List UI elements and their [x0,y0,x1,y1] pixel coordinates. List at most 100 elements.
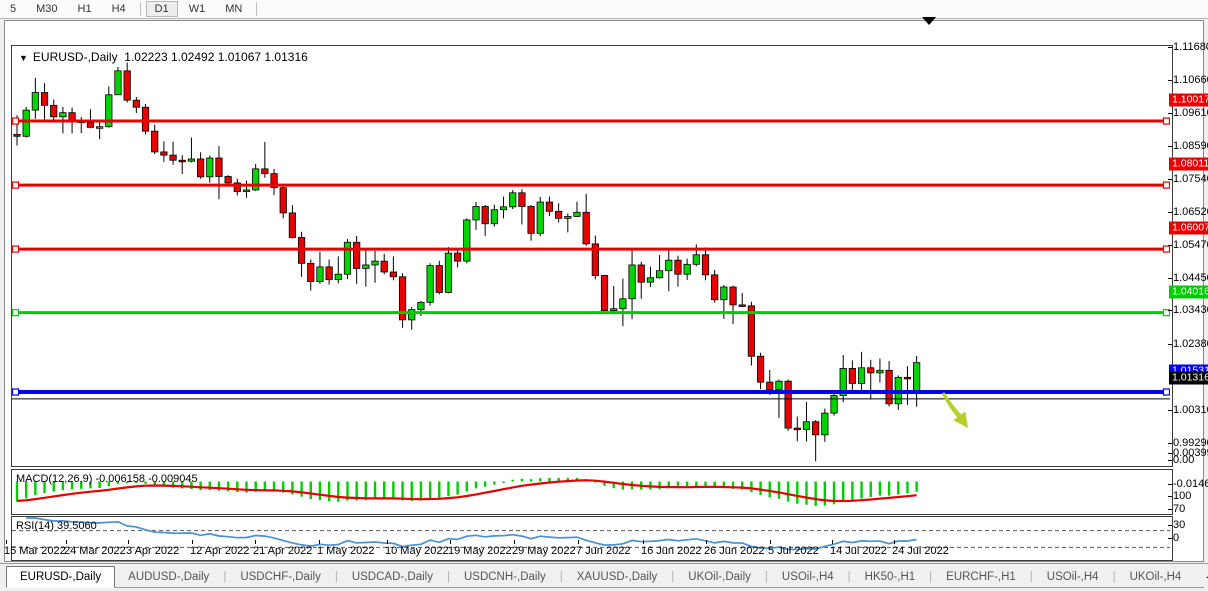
candle [720,286,728,301]
candle [160,151,168,156]
candle [96,126,104,129]
tab-divider: | [1029,570,1033,583]
symbol-tab-ukoilh4[interactable]: UKOil-,H4 [1129,570,1182,583]
candle [86,122,95,128]
candle [867,367,875,374]
candle [564,216,572,219]
arrow-down-annotation[interactable] [941,392,968,428]
candle [362,264,370,269]
symbol-tab-usdchfdaily[interactable]: USDCHF-,Daily [240,570,321,583]
candle [766,381,774,391]
candle [509,192,517,208]
candle [812,421,820,436]
candle [536,201,544,234]
symbol-tabs: EURUSD-,Daily AUDUSD-,Daily | USDCHF-,Daily… [6,566,1208,588]
candle [839,368,847,396]
candle [13,133,21,137]
rsi-pane[interactable]: RSI(14) 39.5060 [11,516,1173,561]
candle [325,266,333,281]
candle [123,70,131,101]
candle [206,157,214,178]
timeframe-button-mn[interactable]: MN [225,3,243,15]
timeframe-button-h1[interactable]: H1 [77,3,92,15]
candle [499,206,508,211]
timeframe-button-h4[interactable]: H4 [111,3,126,15]
price-chart-pane[interactable]: ▼ EURUSD-,Daily 1.02223 1.02492 1.01067 1… [11,45,1173,467]
symbol-tab-ukoildaily[interactable]: UKOil-,Daily [688,570,751,583]
candle [252,168,260,191]
candle [316,266,324,282]
candle [31,92,39,111]
candle [334,273,342,281]
macd-pane[interactable]: MACD(12,26,9) -0.006158 -0.009045 [11,469,1173,515]
timeframe-button-w1[interactable]: W1 [188,3,206,15]
candle [701,254,710,276]
toolbar-separator [256,2,258,16]
symbol-tab-eurchfh1[interactable]: EURCHF-,H1 [946,570,1016,583]
chart-title: ▼ EURUSD-,Daily 1.02223 1.02492 1.01067 1… [19,50,308,64]
candle [591,243,599,276]
candlestick-canvas[interactable] [12,46,1170,465]
candle [187,158,196,162]
candle [683,263,691,275]
rsi-canvas [12,517,1170,551]
candle [261,168,269,175]
candle [380,260,388,273]
candle [830,395,838,414]
candle [821,412,829,436]
symbol-tab-hk50h1[interactable]: HK50-,H1 [864,570,916,583]
symbol-tab-eurusddaily[interactable]: EURUSD-,Daily [6,566,116,588]
candle [270,173,278,189]
candle [22,109,30,137]
timeframe-button-d1[interactable]: D1 [145,1,178,17]
candle [389,271,397,278]
tab-divider: | [446,570,450,583]
candle [426,265,434,303]
candle [857,367,866,384]
tab-scroll-left-icon[interactable]: ◄ [1204,572,1208,582]
candle [637,264,645,283]
candle [196,158,205,178]
symbol-tab-xauusddaily[interactable]: XAUUSD-,Daily [576,570,658,583]
candle [398,276,407,321]
symbol-tab-usoilh4[interactable]: USOil-,H4 [1046,570,1099,583]
symbol-tab-usoilh4[interactable]: USOil-,H4 [781,570,834,583]
timeframe-button-5[interactable]: 5 [10,3,17,15]
candle [454,252,462,262]
candle [68,112,76,121]
chart-symbol-label: EURUSD-,Daily [32,50,118,64]
candle [279,187,287,214]
candle [353,241,361,269]
candle [775,380,783,391]
candle [224,176,232,184]
candle [518,192,526,207]
timeframe-button-m30[interactable]: M30 [36,3,58,15]
symbol-tab-usdcnhdaily[interactable]: USDCNH-,Daily [463,570,546,583]
candle [545,201,554,212]
candle [793,427,801,431]
candle [481,206,489,225]
tab-divider: | [929,570,933,583]
candle [444,252,453,293]
candle [876,369,884,374]
tab-divider: | [1112,570,1116,583]
candle [490,209,498,225]
candle [903,376,912,380]
symbol-tab-audusddaily[interactable]: AUDUSD-,Daily [128,570,210,583]
candle [141,106,150,132]
candle [802,421,811,430]
candle [784,380,792,429]
candle [747,305,756,357]
chart-window: ▼ EURUSD-,Daily 1.02223 1.02492 1.01067 1… [4,20,1204,562]
chart-ohlc-values: 1.02223 1.02492 1.01067 1.01316 [124,50,308,64]
candle [656,270,664,279]
candle [288,212,297,238]
candle [600,275,609,312]
symbol-tab-usdcaddaily[interactable]: USDCAD-,Daily [351,570,433,583]
chart-dropdown-icon[interactable]: ▼ [19,53,28,63]
tab-divider: | [334,570,338,583]
tab-divider: | [671,570,675,583]
candle [472,206,480,221]
candle [132,99,140,108]
tab-scroll-buttons: ◄► [1194,566,1208,587]
